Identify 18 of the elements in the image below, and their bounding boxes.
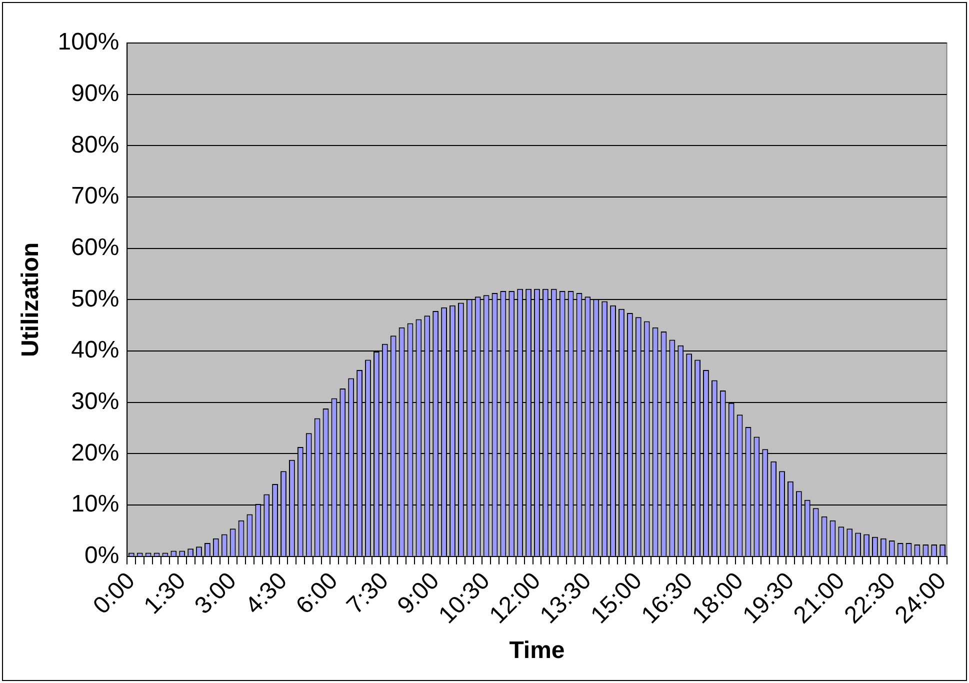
- y-tick-label: 40%: [71, 336, 120, 364]
- y-tick-label: 10%: [71, 490, 120, 518]
- y-tick-label: 50%: [71, 285, 120, 312]
- x-tick-label: 7:30: [342, 567, 394, 620]
- y-tick-label: 20%: [71, 439, 120, 466]
- y-tick-label: 30%: [71, 388, 120, 415]
- y-axis-title: Utilization: [17, 242, 44, 358]
- x-tick-label: 0:00: [88, 567, 140, 620]
- y-tick-label: 70%: [71, 182, 120, 210]
- x-tick-label: 4:30: [240, 567, 292, 620]
- x-tick-label: 6:00: [290, 567, 344, 620]
- x-axis-title: Time: [509, 637, 565, 664]
- y-tick-label: 0%: [84, 542, 120, 569]
- y-tick-label: 80%: [71, 131, 120, 158]
- y-tick-label: 60%: [71, 234, 120, 261]
- x-tick-label: 3:00: [190, 567, 242, 620]
- y-tick-label: 90%: [71, 80, 120, 107]
- y-tick-label: 100%: [58, 28, 120, 56]
